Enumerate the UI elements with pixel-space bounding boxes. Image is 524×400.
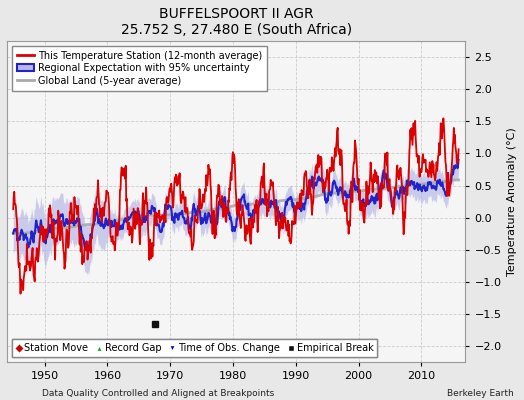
Y-axis label: Temperature Anomaly (°C): Temperature Anomaly (°C) xyxy=(507,127,517,276)
Text: Berkeley Earth: Berkeley Earth xyxy=(447,389,514,398)
Title: BUFFELSPOORT II AGR
25.752 S, 27.480 E (South Africa): BUFFELSPOORT II AGR 25.752 S, 27.480 E (… xyxy=(121,7,352,37)
Legend: Station Move, Record Gap, Time of Obs. Change, Empirical Break: Station Move, Record Gap, Time of Obs. C… xyxy=(12,339,377,357)
Text: Data Quality Controlled and Aligned at Breakpoints: Data Quality Controlled and Aligned at B… xyxy=(42,389,274,398)
